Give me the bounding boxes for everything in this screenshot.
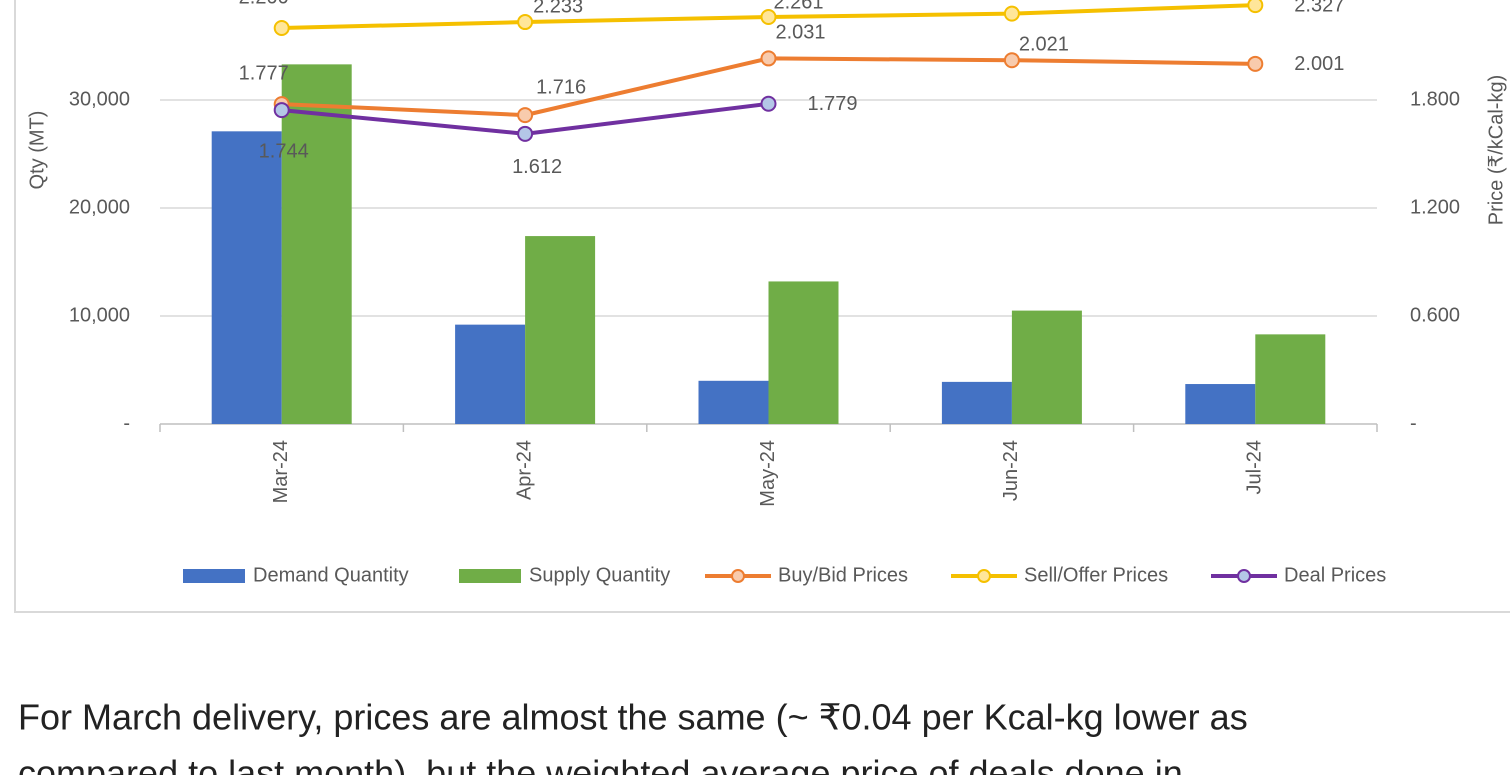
data-label: 2.200 (239, 0, 289, 8)
marker (760, 95, 777, 112)
legend-swatch (183, 569, 245, 583)
marker (1247, 55, 1264, 72)
y2-tick-label: - (1410, 412, 1417, 434)
bar (455, 324, 526, 424)
bar (1185, 384, 1256, 424)
legend-label: Buy/Bid Prices (778, 564, 908, 586)
marker (1247, 0, 1264, 14)
marker (760, 9, 777, 26)
y-tick-label: - (123, 412, 130, 434)
bar (698, 380, 769, 424)
x-tick-label: May-24 (757, 440, 779, 507)
data-label: 2.261 (773, 0, 823, 13)
marker (760, 50, 777, 67)
marker (273, 102, 290, 119)
legend-marker (977, 569, 991, 583)
chart-border (14, 0, 1510, 613)
legend-marker (731, 569, 745, 583)
y2-tick-label: 1.800 (1410, 88, 1460, 110)
marker (273, 20, 290, 36)
y-tick-label: 10,000 (69, 304, 130, 326)
marker (517, 125, 534, 142)
data-label: 2.001 (1294, 53, 1344, 75)
y2-tick-label: 0.600 (1410, 304, 1460, 326)
data-label: 1.612 (512, 156, 562, 178)
x-tick-label: Jun-24 (1000, 440, 1022, 501)
data-label: 2.031 (775, 22, 825, 44)
legend-label: Demand Quantity (253, 564, 409, 586)
y-tick-label: 20,000 (69, 196, 130, 218)
legend-marker (1237, 569, 1251, 583)
y-axis-title: Qty (MT) (26, 111, 48, 190)
data-label: 2.233 (533, 0, 583, 17)
bar (211, 131, 282, 424)
bar (1011, 310, 1082, 424)
data-label: 1.744 (259, 140, 309, 162)
y2-axis-title: Price (₹/kCal-kg) (1485, 75, 1507, 226)
bar (281, 64, 352, 425)
bar (768, 281, 839, 424)
marker (517, 107, 534, 124)
legend-label: Supply Quantity (529, 564, 670, 586)
marker (517, 14, 534, 31)
y2-tick-label: 1.200 (1410, 196, 1460, 218)
data-label: 1.777 (239, 62, 289, 84)
data-label: 2.327 (1294, 0, 1344, 16)
marker (1003, 5, 1020, 22)
data-label: 1.716 (536, 76, 586, 98)
marker (1003, 52, 1020, 69)
legend-label: Deal Prices (1284, 564, 1386, 586)
bar (1255, 334, 1326, 424)
legend-label: Sell/Offer Prices (1024, 564, 1168, 586)
bar (525, 236, 596, 424)
legend-swatch (459, 569, 521, 583)
data-label: 2.021 (1019, 34, 1069, 56)
x-tick-label: Mar-24 (270, 440, 292, 503)
paragraph-line: compared to last month), but the weighte… (18, 753, 1183, 775)
y-tick-label: 30,000 (69, 88, 130, 110)
data-label: 1.779 (807, 93, 857, 115)
bar (941, 381, 1012, 424)
x-tick-label: Jul-24 (1244, 440, 1266, 494)
paragraph-line: For March delivery, prices are almost th… (18, 697, 1248, 738)
x-tick-label: Apr-24 (513, 440, 535, 500)
